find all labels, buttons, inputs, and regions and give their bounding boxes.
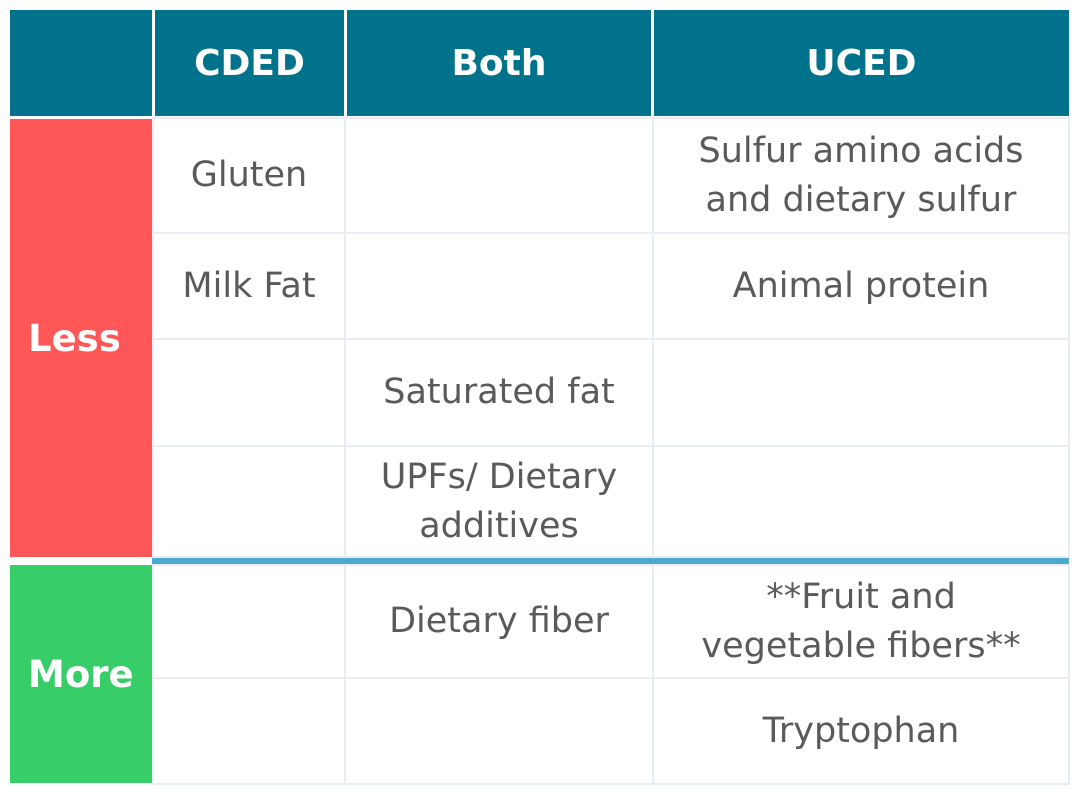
header-both: Both xyxy=(347,10,651,116)
table-cell-cded: Milk Fat xyxy=(152,232,346,340)
table-cell-uced: **Fruit and vegetable fibers** xyxy=(652,564,1070,679)
header-corner xyxy=(10,10,152,116)
table-cell-cded xyxy=(152,564,346,679)
table-cell-uced: Animal protein xyxy=(652,232,1070,340)
header-uced: UCED xyxy=(654,10,1069,116)
table-cell-uced: Sulfur amino acids and dietary sulfur xyxy=(652,117,1070,234)
table-cell-both: UPFs/ Dietary additives xyxy=(344,445,654,558)
table-cell-cded xyxy=(152,338,346,447)
table-cell-cded xyxy=(152,677,346,785)
table-cell-uced xyxy=(652,338,1070,447)
table-cell-both: Dietary fiber xyxy=(344,564,654,679)
table-cell-cded xyxy=(152,445,346,558)
header-cded: CDED xyxy=(155,10,344,116)
table-cell-both xyxy=(344,117,654,234)
table-cell-uced: Tryptophan xyxy=(652,677,1070,785)
table-cell-both xyxy=(344,232,654,340)
table-cell-uced xyxy=(652,445,1070,558)
group-label-more: More xyxy=(10,565,152,783)
group-label-less: Less xyxy=(10,119,152,557)
group-divider xyxy=(152,557,1069,565)
table-cell-both xyxy=(344,677,654,785)
table-cell-both: Saturated fat xyxy=(344,338,654,447)
table-cell-cded: Gluten xyxy=(152,117,346,234)
